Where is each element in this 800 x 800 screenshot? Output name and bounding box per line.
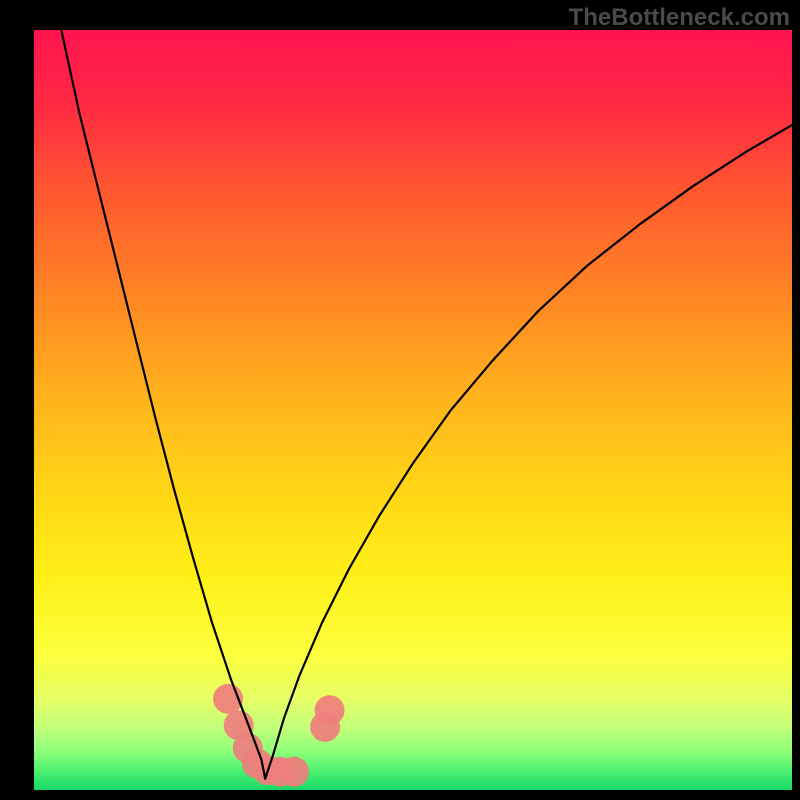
watermark-text: TheBottleneck.com	[569, 4, 790, 32]
data-point	[315, 695, 345, 725]
bottleneck-chart	[34, 30, 792, 790]
chart-frame: TheBottleneck.com	[0, 0, 800, 800]
gradient-background	[34, 30, 792, 790]
data-point	[279, 757, 309, 787]
